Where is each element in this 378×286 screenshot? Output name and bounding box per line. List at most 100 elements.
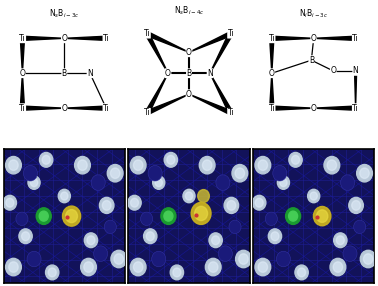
Circle shape	[84, 262, 93, 272]
Polygon shape	[270, 38, 274, 73]
Text: O: O	[186, 90, 192, 99]
Circle shape	[91, 175, 105, 190]
Polygon shape	[314, 36, 356, 40]
Polygon shape	[189, 32, 232, 52]
Circle shape	[336, 236, 344, 245]
Circle shape	[265, 212, 277, 225]
Text: O: O	[165, 69, 171, 78]
Circle shape	[216, 175, 230, 190]
Circle shape	[229, 220, 241, 234]
Circle shape	[148, 166, 162, 181]
Circle shape	[155, 178, 163, 187]
Circle shape	[173, 268, 181, 277]
Circle shape	[258, 262, 268, 272]
Circle shape	[253, 195, 266, 210]
Circle shape	[167, 155, 175, 164]
Text: O: O	[19, 69, 25, 78]
Circle shape	[23, 166, 37, 181]
Circle shape	[268, 229, 282, 244]
Circle shape	[324, 156, 340, 174]
Circle shape	[277, 176, 290, 189]
Title: N$_s$B$_{i-3c}$: N$_s$B$_{i-3c}$	[49, 7, 79, 20]
Text: O: O	[186, 48, 192, 57]
Circle shape	[104, 220, 116, 234]
Circle shape	[3, 195, 17, 210]
Text: O: O	[61, 104, 67, 113]
Circle shape	[144, 229, 157, 244]
Text: O: O	[311, 34, 317, 43]
Circle shape	[218, 246, 232, 261]
Polygon shape	[22, 106, 64, 110]
Circle shape	[61, 192, 68, 200]
Polygon shape	[210, 33, 233, 73]
Circle shape	[94, 246, 108, 261]
Circle shape	[87, 236, 95, 245]
Circle shape	[28, 176, 40, 189]
Polygon shape	[272, 36, 314, 40]
Circle shape	[153, 176, 165, 189]
Polygon shape	[64, 106, 106, 110]
Circle shape	[354, 220, 366, 234]
Circle shape	[235, 168, 245, 178]
Circle shape	[209, 233, 222, 248]
Circle shape	[205, 258, 221, 276]
Circle shape	[78, 160, 87, 170]
Circle shape	[114, 254, 124, 264]
Circle shape	[170, 265, 184, 280]
Circle shape	[255, 198, 263, 207]
Circle shape	[81, 258, 96, 276]
Circle shape	[289, 211, 297, 221]
Text: N: N	[207, 69, 213, 78]
Circle shape	[289, 152, 302, 167]
Text: Ti: Ti	[268, 104, 275, 113]
Text: Ti: Ti	[228, 108, 234, 117]
Circle shape	[280, 178, 287, 187]
Text: N: N	[87, 69, 93, 78]
Circle shape	[6, 258, 21, 276]
Text: Ti: Ti	[19, 34, 26, 43]
Circle shape	[330, 258, 346, 276]
Circle shape	[224, 197, 239, 213]
Circle shape	[343, 246, 357, 261]
Circle shape	[45, 265, 59, 280]
Circle shape	[130, 258, 146, 276]
Circle shape	[22, 232, 29, 241]
Circle shape	[333, 262, 342, 272]
Text: B: B	[186, 69, 192, 78]
Text: B: B	[62, 69, 67, 78]
Circle shape	[191, 202, 211, 225]
Circle shape	[74, 156, 90, 174]
Circle shape	[316, 210, 328, 223]
Circle shape	[42, 155, 50, 164]
Polygon shape	[210, 73, 233, 114]
Circle shape	[84, 233, 98, 248]
Polygon shape	[20, 73, 25, 108]
Circle shape	[141, 212, 153, 225]
Circle shape	[286, 208, 301, 225]
Circle shape	[195, 206, 208, 221]
Text: Ti: Ti	[144, 108, 150, 117]
Circle shape	[185, 192, 193, 200]
Circle shape	[334, 233, 347, 248]
Circle shape	[58, 189, 70, 203]
Circle shape	[62, 206, 81, 226]
Circle shape	[133, 160, 143, 170]
Circle shape	[327, 160, 336, 170]
Polygon shape	[145, 33, 168, 73]
Polygon shape	[20, 38, 25, 73]
Circle shape	[152, 251, 166, 267]
Polygon shape	[22, 36, 64, 40]
Circle shape	[255, 258, 271, 276]
Text: Ti: Ti	[103, 104, 110, 113]
Polygon shape	[355, 71, 357, 108]
Circle shape	[357, 164, 372, 182]
Circle shape	[39, 211, 48, 221]
Circle shape	[313, 206, 331, 226]
Circle shape	[349, 197, 363, 213]
Circle shape	[130, 156, 146, 174]
Circle shape	[291, 155, 299, 164]
Circle shape	[310, 192, 317, 200]
Circle shape	[6, 198, 14, 207]
Text: Ti: Ti	[144, 29, 150, 38]
Circle shape	[276, 251, 290, 267]
